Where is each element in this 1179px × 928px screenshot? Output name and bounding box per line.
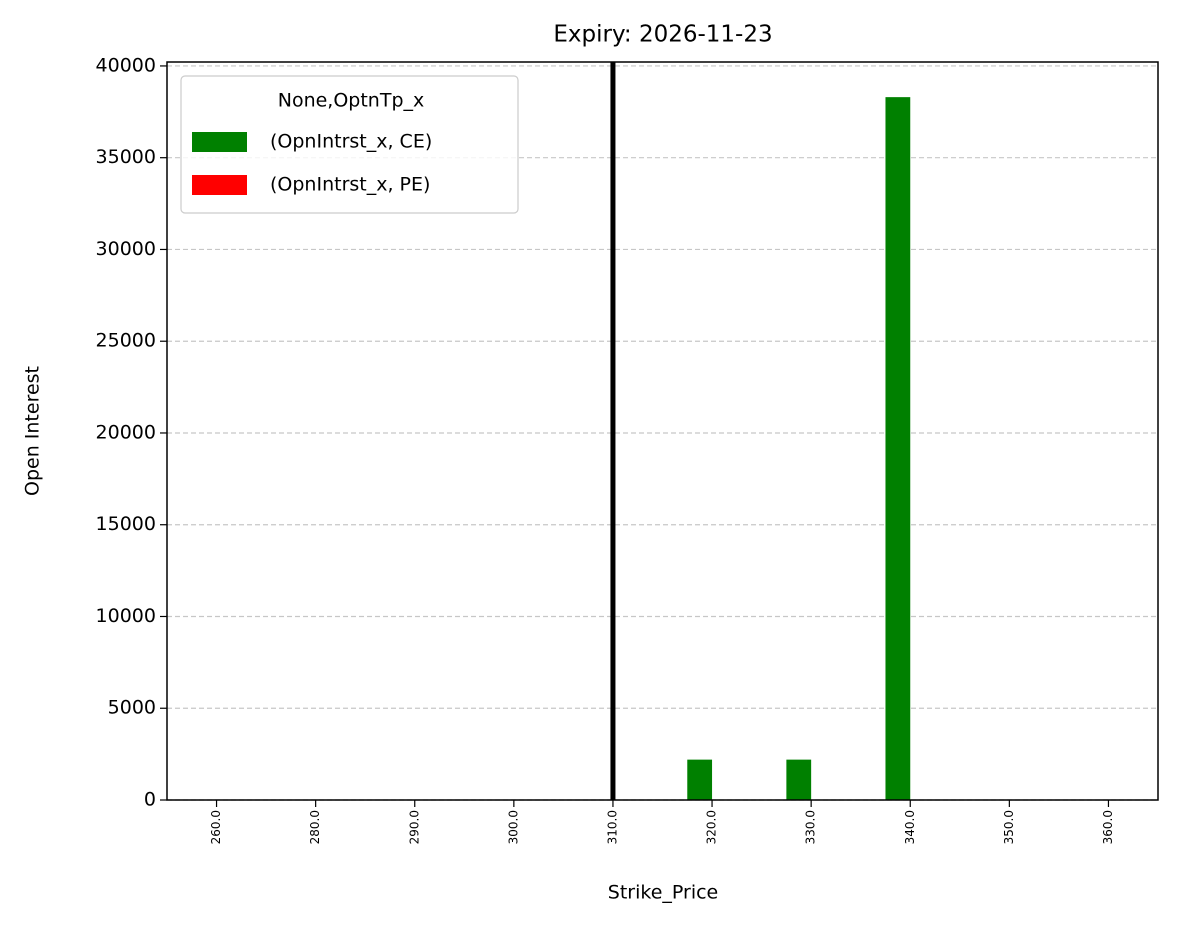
legend-title: None,OptnTp_x [278,90,425,112]
chart-title: Expiry: 2026-11-23 [553,22,772,48]
y-tick-label: 30000 [96,238,156,260]
y-axis-label: Open Interest [22,366,44,496]
x-tick-label: 320.0 [705,810,719,844]
y-tick-label: 10000 [96,605,156,627]
y-tick-label: 35000 [96,146,156,168]
y-tick-label: 15000 [96,513,156,535]
x-tick-label: 260.0 [209,810,223,844]
bar [885,97,911,800]
legend-box [180,75,519,214]
legend-label: (OpnIntrst_x, CE) [270,131,432,153]
y-tick-label: 5000 [108,697,156,719]
bar [687,759,713,800]
legend-swatch [192,175,247,195]
y-tick-label: 40000 [96,54,156,76]
x-tick-label: 310.0 [605,810,619,844]
legend-swatch [192,132,247,152]
x-tick-label: 290.0 [407,810,421,844]
x-tick-label: 300.0 [506,810,520,844]
y-tick-label: 0 [144,789,156,811]
x-tick-label: 360.0 [1101,810,1115,844]
y-tick-label: 20000 [96,421,156,443]
y-tick-label: 25000 [96,330,156,352]
x-tick-label: 280.0 [308,810,322,844]
legend-label: (OpnIntrst_x, PE) [270,174,430,196]
x-tick-label: 340.0 [903,810,917,844]
x-axis-label: Strike_Price [608,882,718,904]
x-tick-label: 350.0 [1002,810,1016,844]
plot-frame [166,61,1159,801]
bar [786,759,812,800]
x-tick-label: 330.0 [804,810,818,844]
